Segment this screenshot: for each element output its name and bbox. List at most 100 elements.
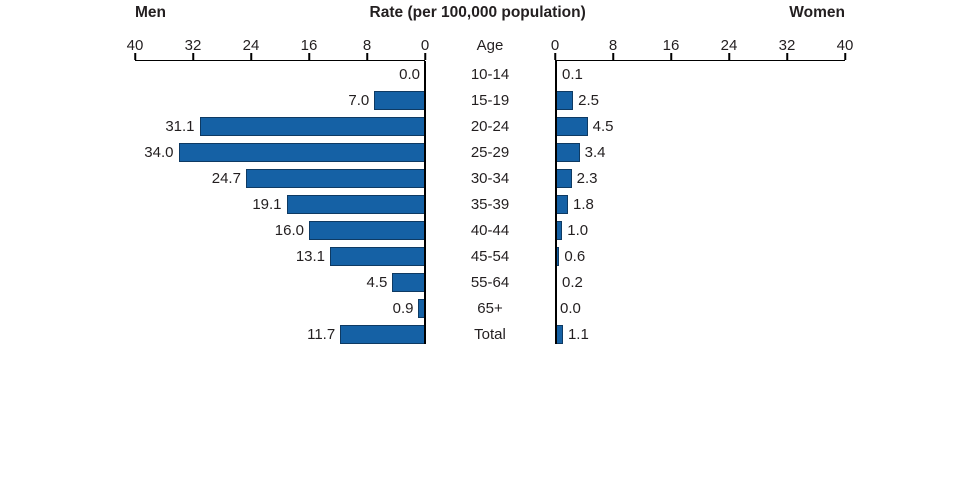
men-value-label: 7.0 — [348, 91, 370, 109]
men-value-label: 4.5 — [366, 273, 388, 291]
age-label: Total — [474, 325, 506, 343]
age-label: 15-19 — [470, 91, 510, 109]
chart-title: Rate (per 100,000 population) — [369, 4, 586, 21]
chart-row: 0.9 65+ 0.0 — [135, 295, 845, 321]
women-value-label: 2.3 — [576, 169, 598, 187]
age-axis-label: Age — [476, 37, 504, 54]
men-bar — [418, 298, 425, 318]
men-axis-tick-label: 16 — [300, 37, 318, 54]
men-bar — [392, 272, 425, 292]
men-axis-line — [134, 53, 426, 61]
age-label: 55-64 — [470, 273, 510, 291]
men-bar — [374, 90, 425, 110]
age-label: 45-54 — [470, 247, 510, 265]
men-bar-cell: 0.9 — [135, 298, 425, 318]
women-axis-tick-mark — [554, 53, 556, 60]
women-axis-tick-mark — [844, 53, 846, 60]
men-bar — [330, 246, 425, 266]
chart-row: 0.0 10-14 0.1 — [135, 61, 845, 87]
women-bar-cell: 0.6 — [555, 246, 845, 266]
women-bar — [555, 324, 563, 344]
men-bar — [178, 142, 425, 162]
women-axis-tick-label: 32 — [778, 37, 796, 54]
chart-row: 34.0 25-29 3.4 — [135, 139, 845, 165]
age-label: 20-24 — [470, 117, 510, 135]
men-axis-tick-label: 40 — [126, 37, 144, 54]
men-value-label: 19.1 — [252, 195, 282, 213]
men-axis-tick-mark — [134, 53, 136, 60]
women-axis-tick-mark — [670, 53, 672, 60]
men-bar-cell: 31.1 — [135, 116, 425, 136]
men-axis-tick-mark — [250, 53, 252, 60]
women-value-label: 0.6 — [564, 247, 586, 265]
age-label: 35-39 — [470, 195, 510, 213]
men-axis-tick-labels: 40 32 24 16 8 0 — [127, 37, 430, 54]
men-value-label: 16.0 — [274, 221, 304, 239]
women-value-label: 0.1 — [562, 65, 583, 83]
axis-row: 40 32 24 16 8 0 Age 0 8 16 24 32 40 — [127, 37, 854, 61]
women-value-label: 0.0 — [560, 299, 581, 317]
age-label: 25-29 — [470, 143, 510, 161]
women-axis-line — [554, 53, 846, 61]
women-value-label: 1.0 — [567, 221, 589, 239]
men-axis-tick-label: 0 — [420, 37, 430, 54]
women-axis-tick-mark — [612, 53, 614, 60]
women-axis-tick-labels: 0 8 16 24 32 40 — [551, 37, 854, 54]
chart-row: 16.0 40-44 1.0 — [135, 217, 845, 243]
women-axis-tick-label: 0 — [550, 37, 560, 54]
women-bar — [555, 64, 557, 84]
women-axis-tick-label: 16 — [662, 37, 680, 54]
chart-header: Men Rate (per 100,000 population) Women — [135, 4, 845, 22]
women-value-label: 4.5 — [592, 117, 614, 135]
women-bar — [555, 220, 563, 240]
women-axis-tick-label: 24 — [720, 37, 738, 54]
women-bar-cell: 1.1 — [555, 324, 845, 344]
women-value-label: 0.2 — [562, 273, 583, 291]
men-series-label: Men — [135, 4, 166, 21]
men-axis-tick-mark — [424, 53, 426, 60]
women-axis: 0 8 16 24 32 40 — [551, 37, 854, 61]
women-bar-cell: 0.2 — [555, 272, 845, 292]
women-bar — [555, 116, 588, 136]
men-bar — [286, 194, 425, 214]
women-value-label: 3.4 — [584, 143, 606, 161]
women-axis-tick-label: 8 — [608, 37, 618, 54]
women-bar — [555, 90, 574, 110]
age-label: 65+ — [477, 299, 503, 317]
men-bar-cell: 19.1 — [135, 194, 425, 214]
men-bar-cell: 4.5 — [135, 272, 425, 292]
chart-row: 24.7 30-34 2.3 — [135, 165, 845, 191]
women-bar-cell: 3.4 — [555, 142, 845, 162]
women-bar — [555, 168, 572, 188]
men-bar — [340, 324, 425, 344]
chart-row: 7.0 15-19 2.5 — [135, 87, 845, 113]
women-bar-cell: 1.8 — [555, 194, 845, 214]
men-axis-tick-label: 24 — [242, 37, 260, 54]
women-axis-tick-label: 40 — [836, 37, 854, 54]
men-value-label: 31.1 — [165, 117, 195, 135]
men-bar — [245, 168, 425, 188]
pyramid-chart: Men Rate (per 100,000 population) Women … — [127, 4, 854, 347]
men-value-label: 34.0 — [144, 143, 174, 161]
men-bar — [199, 116, 425, 136]
women-bar-cell: 2.5 — [555, 90, 845, 110]
women-bar-cell: 1.0 — [555, 220, 845, 240]
men-bar-cell: 13.1 — [135, 246, 425, 266]
women-bar — [555, 194, 569, 214]
men-bar-cell: 11.7 — [135, 324, 425, 344]
women-bar — [555, 272, 557, 292]
women-bar — [555, 246, 560, 266]
women-value-label: 1.1 — [567, 325, 589, 343]
men-bar-cell: 16.0 — [135, 220, 425, 240]
women-axis-tick-mark — [728, 53, 730, 60]
women-bar-cell: 0.0 — [555, 300, 845, 317]
men-value-label: 11.7 — [307, 325, 336, 343]
men-bar-cell: 0.0 — [135, 66, 425, 83]
age-column-header: Age — [425, 37, 555, 61]
women-axis-tick-mark — [786, 53, 788, 60]
men-value-label: 0.9 — [392, 299, 414, 317]
chart-row: 31.1 20-24 4.5 — [135, 113, 845, 139]
chart-row: 13.1 45-54 0.6 — [135, 243, 845, 269]
men-value-label: 13.1 — [295, 247, 326, 265]
men-bar — [309, 220, 425, 240]
